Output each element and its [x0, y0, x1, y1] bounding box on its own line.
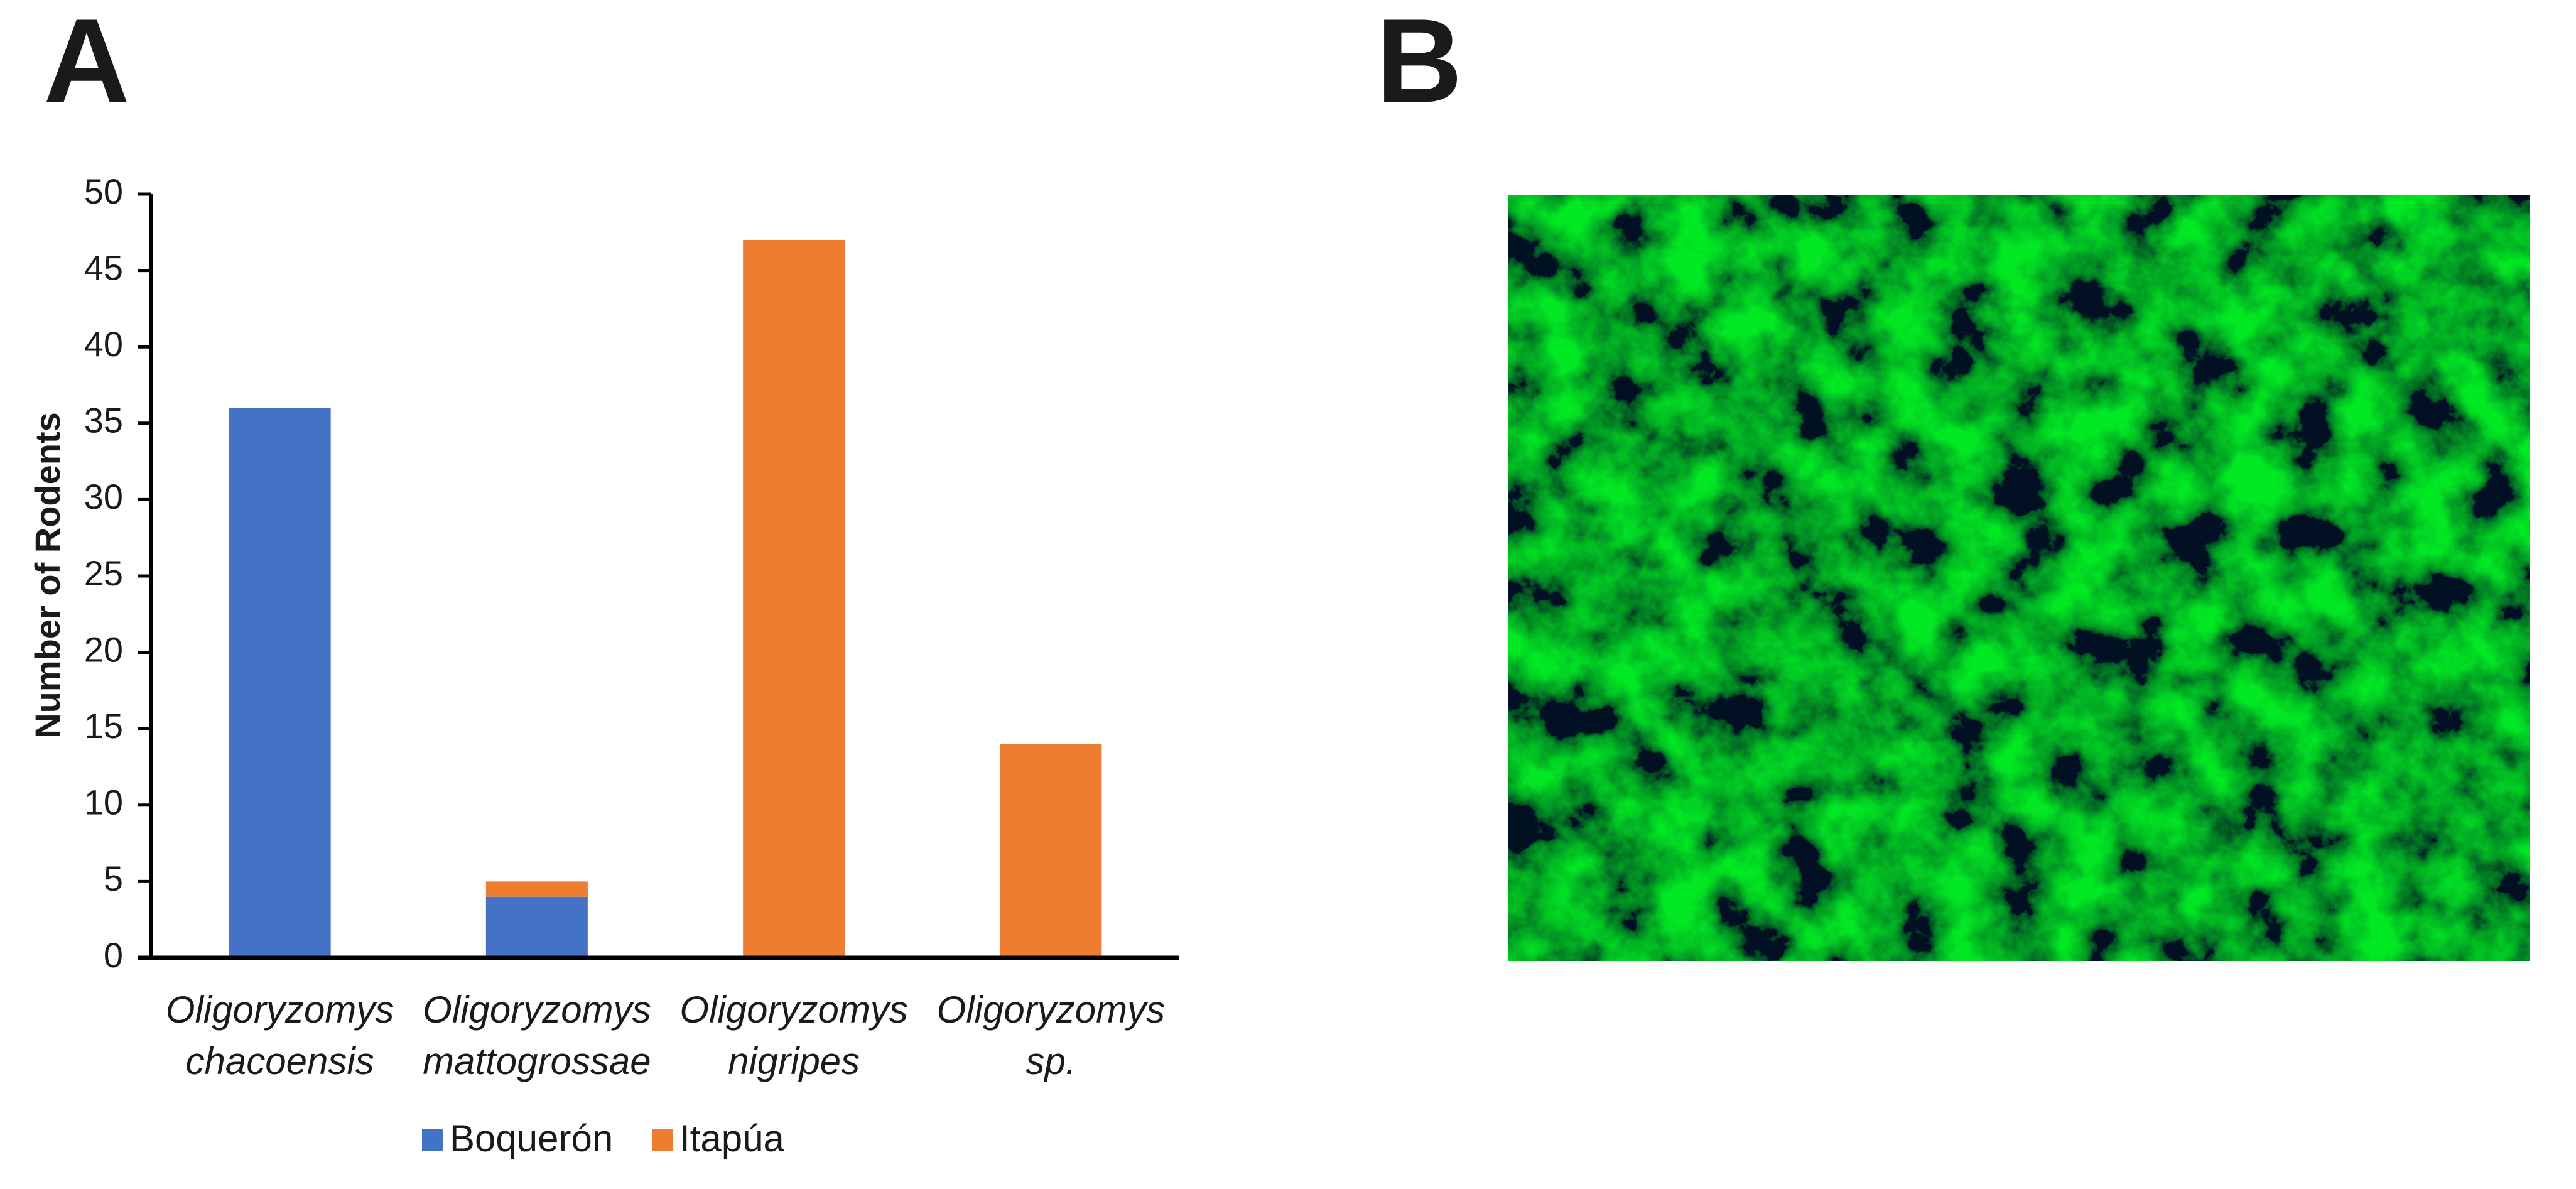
x-tick-label: nigripes — [728, 1040, 860, 1082]
legend-label: Itapúa — [679, 1117, 784, 1159]
legend-label: Boquerón — [450, 1117, 613, 1159]
panel-label: B — [1376, 0, 1462, 128]
x-tick-label: chacoensis — [186, 1040, 374, 1082]
image-texture — [1508, 195, 2530, 961]
y-tick-label: 15 — [84, 706, 123, 746]
x-tick-label: sp. — [1026, 1040, 1076, 1082]
microscopy-image — [1508, 195, 2530, 961]
y-tick-label: 25 — [84, 553, 123, 593]
y-tick-label: 20 — [84, 629, 123, 669]
chart: 0 5 10 15 20 25 30 35 40 45 50 Oligoryzomys chacoens… — [84, 171, 1179, 1159]
x-tick-label: Oligoryzomys — [679, 989, 907, 1031]
y-tick-label: 5 — [104, 859, 123, 898]
y-tick-label: 30 — [84, 477, 123, 516]
y-tick-label: 10 — [84, 783, 123, 822]
y-tick-label: 35 — [84, 401, 123, 440]
bar-segment — [1000, 744, 1102, 958]
y-tick-label: 50 — [84, 171, 123, 211]
y-tick-label: 45 — [84, 247, 123, 287]
x-tick-label: mattogrossae — [423, 1040, 651, 1082]
y-tick-label: 0 — [104, 935, 123, 975]
panel-label: A — [43, 0, 129, 128]
x-tick-label: Oligoryzomys — [423, 989, 651, 1031]
legend-swatch — [652, 1129, 673, 1151]
y-tick-label: 40 — [84, 324, 123, 364]
y-axis-label: Number of Rodents — [28, 412, 67, 739]
bar-segment — [743, 239, 845, 958]
bar-segment — [485, 896, 588, 958]
legend-swatch — [422, 1129, 443, 1151]
bar-segment — [229, 408, 331, 958]
x-tick-label: Oligoryzomys — [937, 989, 1165, 1031]
x-tick-label: Oligoryzomys — [166, 989, 394, 1031]
bar-segment — [485, 881, 588, 897]
